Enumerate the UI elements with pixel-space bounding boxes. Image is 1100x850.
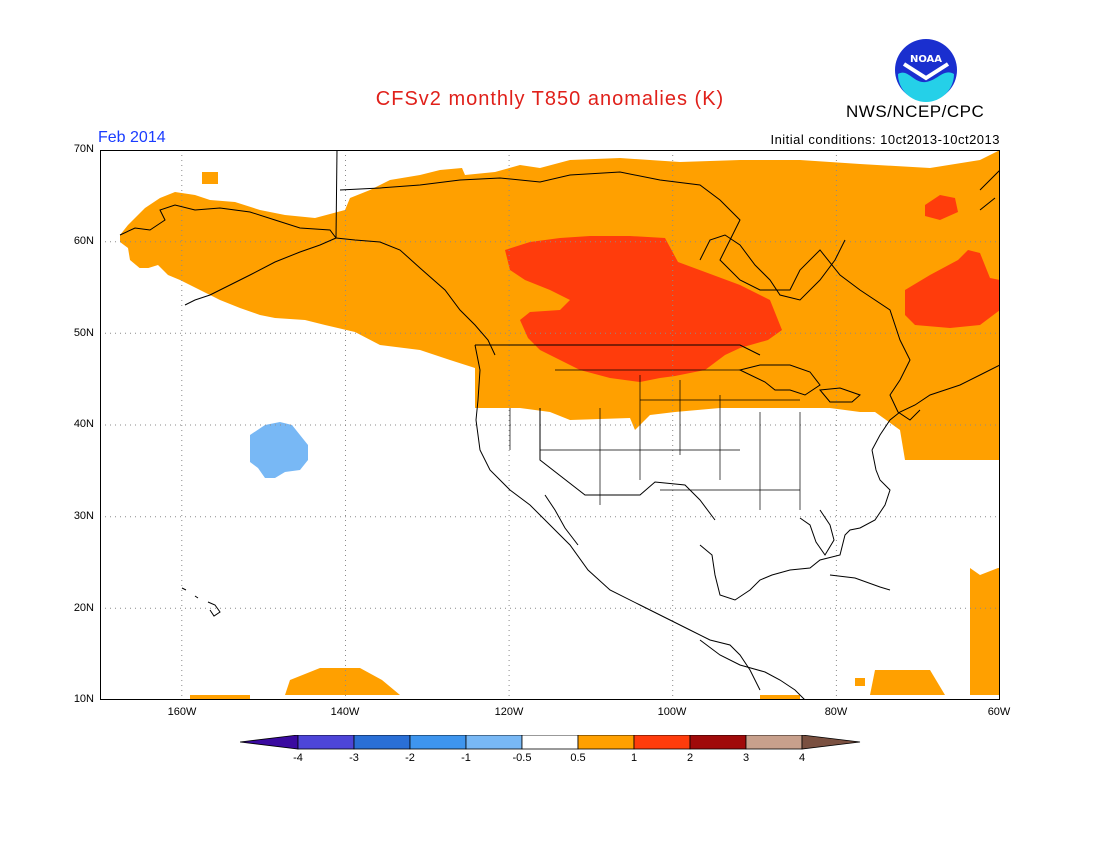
graticule [100, 150, 1000, 700]
colorbar-label-3: 3 [742, 752, 750, 764]
colorbar-segment-minus-2-to-minus-1 [409, 735, 467, 750]
colorbar-label-minus-0-5: -0.5 [512, 752, 532, 764]
cool-anomaly-region [250, 422, 308, 478]
lon-label-60w: 60W [987, 706, 1011, 718]
warm-anomaly-region [120, 150, 1000, 700]
colorbar-label-minus-3: -3 [349, 752, 359, 764]
colorbar-label-0-5: 0.5 [570, 752, 586, 764]
colorbar-segment-neutral [521, 735, 579, 750]
anomaly-map [100, 150, 1000, 700]
colorbar-segment-1-to-2 [633, 735, 691, 750]
noaa-logo: NOAA [895, 39, 957, 102]
lat-label-30n: 30N [73, 510, 94, 522]
lon-label-160w: 160W [167, 706, 197, 718]
colorbar-segment-minus-3-to-minus-2 [353, 735, 411, 750]
month-label: Feb 2014 [98, 129, 166, 146]
lat-label-70n: 70N [73, 143, 94, 155]
lon-label-140w: 140W [330, 706, 360, 718]
initial-conditions-label: Initial conditions: 10ct2013-10ct2013 [770, 132, 1000, 147]
colorbar-label-4: 4 [798, 752, 806, 764]
agency-label: NWS/NCEP/CPC [846, 102, 985, 121]
coastlines [119, 150, 1000, 700]
colorbar-label-2: 2 [686, 752, 694, 764]
colorbar-segment-3-to-4 [745, 735, 803, 750]
colorbar-segment-0-5-to-1 [577, 735, 635, 750]
colorbar-segment-minus-4-to-minus-3 [297, 735, 355, 750]
colorbar-segment-above-4 [801, 735, 861, 750]
lat-label-50n: 50N [73, 327, 94, 339]
lat-label-60n: 60N [73, 235, 94, 247]
lat-label-40n: 40N [73, 418, 94, 430]
lon-label-100w: 100W [657, 706, 687, 718]
colorbar-label-minus-4: -4 [293, 752, 303, 764]
map-title: CFSv2 monthly T850 anomalies (K) [375, 88, 725, 110]
colorbar-label-minus-1: -1 [461, 752, 471, 764]
state-borders [509, 369, 801, 510]
colorbar-segment-below-minus-4 [240, 735, 299, 750]
lat-label-10n: 10N [73, 693, 94, 705]
noaa-logo-text: NOAA [910, 54, 942, 65]
lon-label-80w: 80W [824, 706, 848, 718]
colorbar [240, 735, 861, 750]
colorbar-segment-minus-1-to-minus-0-5 [465, 735, 523, 750]
lat-label-20n: 20N [73, 602, 94, 614]
colorbar-label-minus-2: -2 [405, 752, 415, 764]
lon-label-120w: 120W [494, 706, 524, 718]
colorbar-segment-2-to-3 [689, 735, 747, 750]
colorbar-label-1: 1 [630, 752, 638, 764]
